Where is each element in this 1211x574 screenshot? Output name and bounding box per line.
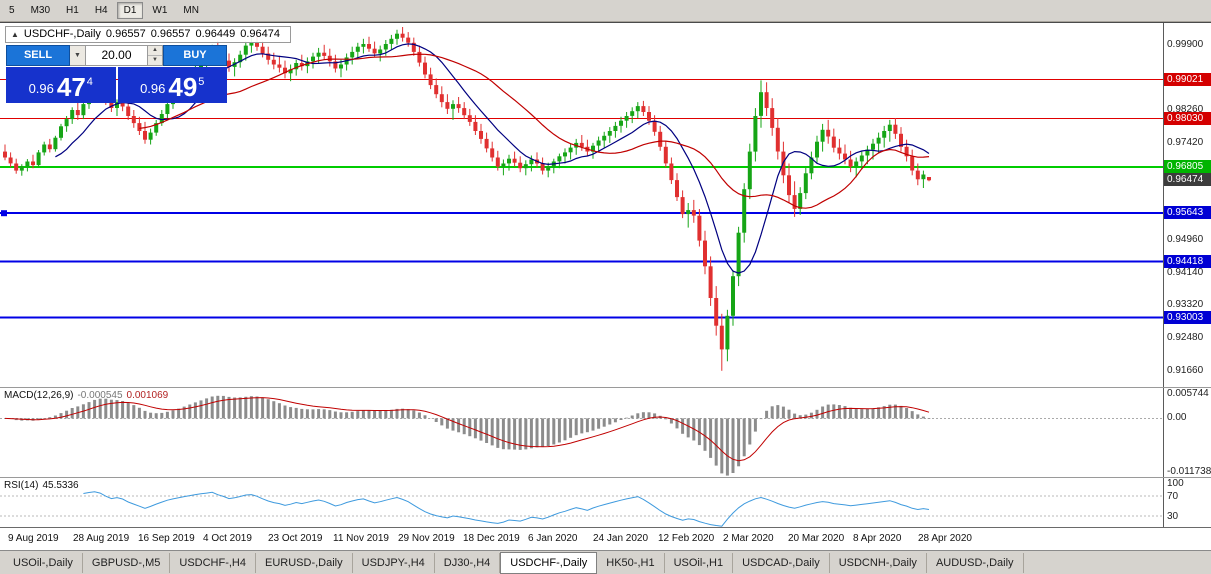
- date-label: 4 Oct 2019: [203, 533, 252, 544]
- rsi-axis-label: 100: [1167, 478, 1184, 489]
- chart-tabs-bar: USOil-,Daily GBPUSD-,M5 USDCHF-,H4 EURUSD-,…: [0, 550, 1211, 574]
- sell-button[interactable]: SELL: [6, 45, 70, 66]
- buy-price-display[interactable]: 0.96 49 5: [117, 67, 227, 103]
- sell-price-main: 47: [56, 72, 86, 102]
- date-label: 16 Sep 2019: [138, 533, 195, 544]
- macd-axis-label: -0.011738: [1167, 466, 1211, 477]
- tab-usdcad-daily[interactable]: USDCAD-,Daily: [733, 552, 830, 573]
- sell-price-display[interactable]: 0.96 47 4: [6, 67, 116, 103]
- sell-price-prefix: 0.96: [28, 81, 54, 96]
- tab-usoil-h1[interactable]: USOil-,H1: [665, 552, 734, 573]
- date-label: 8 Apr 2020: [853, 533, 902, 544]
- tab-usdchf-h4[interactable]: USDCHF-,H4: [170, 552, 256, 573]
- date-label: 12 Feb 2020: [658, 533, 715, 544]
- price-tag: 0.99021: [1164, 73, 1211, 86]
- price-axis-label: 0.98260: [1167, 104, 1204, 115]
- buy-price-main: 49: [168, 72, 198, 102]
- volume-input[interactable]: 20.00: [86, 45, 148, 66]
- one-click-trading-panel: SELL ▼ 20.00 ▲ ▼ BUY 0.96 47 4 0.96 49 5: [6, 45, 227, 103]
- price-axis-label: 0.94140: [1167, 267, 1204, 278]
- macd-chart[interactable]: [0, 388, 1163, 477]
- symbol-title: USDCHF-,Daily: [23, 28, 101, 40]
- date-label: 28 Aug 2019: [73, 533, 130, 544]
- price-axis-label: 0.99900: [1167, 39, 1204, 50]
- rsi-chart[interactable]: [0, 478, 1163, 527]
- macd-axis-label: 0.00: [1167, 412, 1187, 423]
- volume-spinner: ▲ ▼: [148, 45, 163, 66]
- date-label: 11 Nov 2019: [333, 533, 389, 544]
- macd-axis[interactable]: 0.005744 0.00 -0.011738: [1163, 388, 1211, 477]
- rsi-value: 45.5336: [42, 480, 79, 491]
- ohlc-low: 0.96449: [195, 28, 236, 40]
- buy-button[interactable]: BUY: [163, 45, 227, 66]
- rsi-axis-label: 30: [1167, 511, 1179, 522]
- date-label: 2 Mar 2020: [723, 533, 774, 544]
- date-label: 6 Jan 2020: [528, 533, 578, 544]
- price-axis-label: 0.91660: [1167, 365, 1204, 376]
- timeframe-button-h4[interactable]: H4: [94, 5, 108, 16]
- date-label: 18 Dec 2019: [463, 533, 520, 544]
- date-label: 24 Jan 2020: [593, 533, 649, 544]
- ohlc-open: 0.96557: [105, 28, 146, 40]
- rsi-label: RSI(14) 45.5336: [4, 480, 83, 491]
- date-label: 29 Nov 2019: [398, 533, 455, 544]
- price-tag: 0.96474: [1164, 173, 1211, 186]
- tab-audusd-daily[interactable]: AUDUSD-,Daily: [927, 552, 1024, 573]
- buy-price-prefix: 0.96: [140, 81, 166, 96]
- timeframe-buttons: 5 M30 H1 H4 D1 W1 MN: [2, 2, 208, 19]
- macd-main-value: -0.000545: [77, 390, 123, 401]
- date-label: 28 Apr 2020: [918, 533, 972, 544]
- ohlc-high: 0.96557: [150, 28, 191, 40]
- tab-usoil-daily[interactable]: USOil-,Daily: [4, 552, 83, 573]
- timeframe-button-5[interactable]: 5: [9, 5, 15, 16]
- date-label: 20 Mar 2020: [788, 533, 845, 544]
- chart-area: 0.99900 0.98260 0.97420 0.94960 0.94140 0.933…: [0, 22, 1211, 551]
- volume-increase-button[interactable]: ▲: [148, 46, 162, 56]
- rsi-panel: 100 70 30 RSI(14) 45.5336: [0, 477, 1211, 527]
- rsi-axis-label: 70: [1167, 491, 1179, 502]
- price-axis-label: 0.94960: [1167, 234, 1204, 245]
- macd-axis-label: 0.005744: [1167, 388, 1209, 399]
- price-axis-label: 0.92480: [1167, 332, 1204, 343]
- macd-title: MACD(12,26,9): [4, 390, 74, 401]
- price-tag: 0.98030: [1164, 112, 1211, 125]
- tab-usdcnh-daily[interactable]: USDCNH-,Daily: [830, 552, 927, 573]
- timeframe-toolbar: 5 M30 H1 H4 D1 W1 MN: [0, 0, 1211, 22]
- tab-usdjpy-h4[interactable]: USDJPY-,H4: [353, 552, 435, 573]
- tab-dj30-h4[interactable]: DJ30-,H4: [435, 552, 501, 573]
- tab-eurusd-daily[interactable]: EURUSD-,Daily: [256, 552, 353, 573]
- collapse-arrow-icon[interactable]: ▲: [11, 29, 19, 39]
- volume-dropdown-button[interactable]: ▼: [70, 45, 86, 66]
- tab-usdchf-daily[interactable]: USDCHF-,Daily: [500, 551, 598, 574]
- price-tag: 0.93003: [1164, 311, 1211, 324]
- volume-decrease-button[interactable]: ▼: [148, 56, 162, 65]
- timeframe-button-mn[interactable]: MN: [183, 5, 199, 16]
- macd-label: MACD(12,26,9) -0.000545 0.001069: [4, 390, 172, 401]
- price-tag: 0.95643: [1164, 206, 1211, 219]
- timeframe-button-h1[interactable]: H1: [66, 5, 79, 16]
- price-axis-label: 0.97420: [1167, 137, 1204, 148]
- price-axis[interactable]: 0.99900 0.98260 0.97420 0.94960 0.94140 0.933…: [1163, 23, 1211, 387]
- sell-price-sup: 4: [86, 76, 93, 88]
- tab-hk50-h1[interactable]: HK50-,H1: [597, 552, 665, 573]
- macd-panel: 0.005744 0.00 -0.011738 MACD(12,26,9) -0.00…: [0, 387, 1211, 477]
- time-axis[interactable]: 9 Aug 2019 28 Aug 2019 16 Sep 2019 4 Oct 20…: [0, 527, 1211, 551]
- buy-price-sup: 5: [198, 76, 205, 88]
- macd-signal-value: 0.001069: [126, 390, 169, 401]
- timeframe-button-d1[interactable]: D1: [116, 2, 144, 19]
- date-label: 9 Aug 2019: [8, 533, 59, 544]
- price-axis-label: 0.93320: [1167, 299, 1204, 310]
- ohlc-close: 0.96474: [240, 28, 280, 40]
- rsi-axis[interactable]: 100 70 30: [1163, 478, 1211, 527]
- timeframe-button-m30[interactable]: M30: [30, 5, 51, 16]
- price-tag: 0.96805: [1164, 160, 1211, 173]
- rsi-title: RSI(14): [4, 480, 39, 491]
- symbol-header[interactable]: ▲ USDCHF-,Daily 0.96557 0.96557 0.96449 …: [5, 26, 291, 43]
- price-tag: 0.94418: [1164, 255, 1211, 268]
- timeframe-button-w1[interactable]: W1: [152, 5, 168, 16]
- main-chart-panel: 0.99900 0.98260 0.97420 0.94960 0.94140 0.933…: [0, 23, 1211, 387]
- date-label: 23 Oct 2019: [268, 533, 323, 544]
- tab-gbpusd-m5[interactable]: GBPUSD-,M5: [83, 552, 171, 573]
